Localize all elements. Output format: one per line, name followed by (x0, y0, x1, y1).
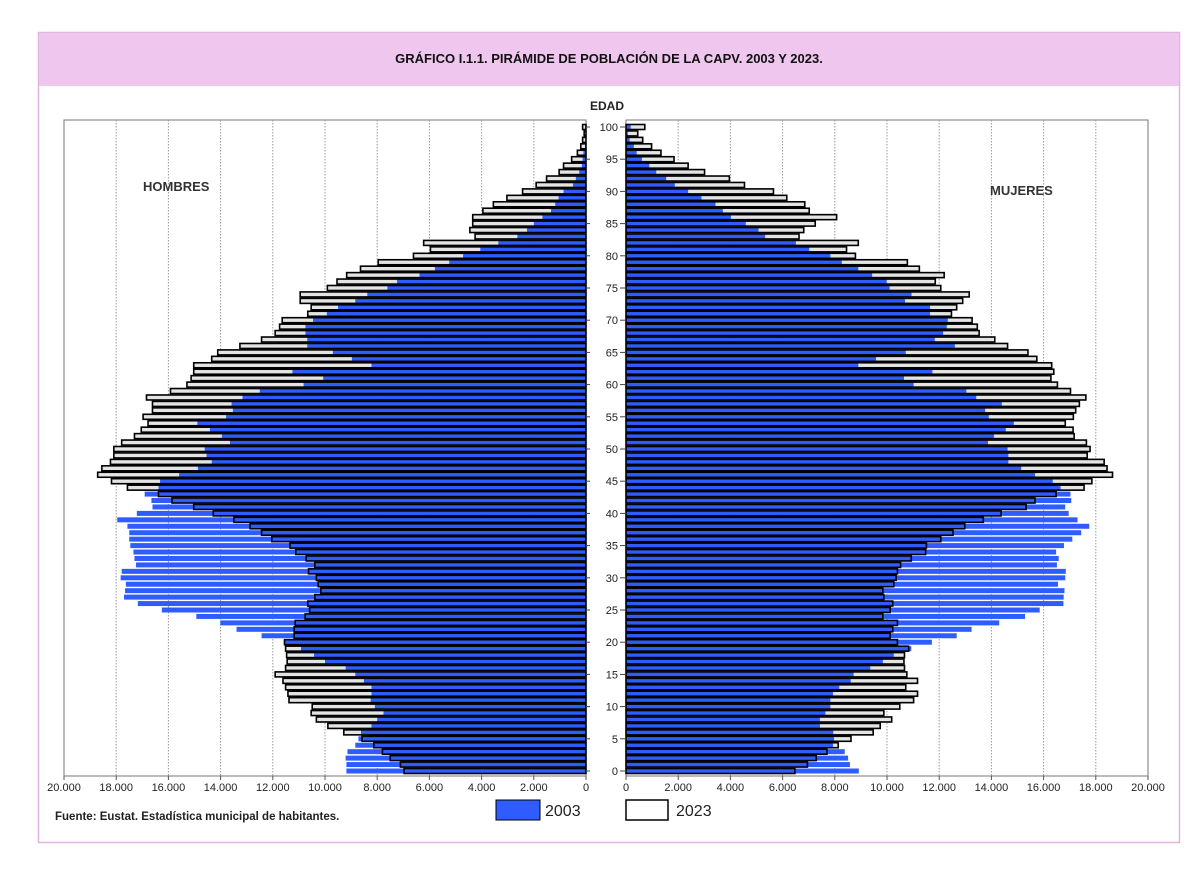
x-tick-label-left: 8.000 (363, 782, 391, 794)
age-tick-label: 25 (606, 605, 618, 617)
women-label: MUJERES (990, 183, 1053, 198)
x-tick-label-left: 0 (583, 782, 589, 794)
age-tick-label: 70 (606, 315, 618, 327)
x-tick-label-right: 18.000 (1079, 782, 1113, 794)
x-tick-label-right: 10.000 (870, 782, 904, 794)
age-tick-label: 35 (606, 541, 618, 553)
x-tick-label-left: 18.000 (99, 782, 133, 794)
x-tick-label-right: 4.000 (717, 782, 745, 794)
legend-label-2003: 2003 (545, 803, 581, 820)
age-tick-label: 75 (606, 283, 618, 295)
x-tick-label-left: 14.000 (204, 782, 238, 794)
x-tick-label-left: 2.000 (520, 782, 548, 794)
x-tick-label-left: 12.000 (256, 782, 290, 794)
age-tick-label: 30 (606, 573, 618, 585)
age-tick-label: 50 (606, 444, 618, 456)
source-note: Fuente: Eustat. Estadística municipal de… (55, 811, 339, 823)
x-tick-label-right: 16.000 (1027, 782, 1061, 794)
age-tick-label: 95 (606, 154, 618, 166)
chart-title: GRÁFICO I.1.1. PIRÁMIDE DE POBLACIÓN DE … (395, 51, 823, 66)
x-tick-label-left: 4.000 (468, 782, 496, 794)
x-tick-label-right: 8.000 (821, 782, 849, 794)
men-label: HOMBRES (143, 179, 210, 194)
age-tick-label: 5 (612, 734, 618, 746)
age-tick-label: 15 (606, 669, 618, 681)
x-tick-label-right: 14.000 (975, 782, 1009, 794)
age-tick-label: 90 (606, 186, 618, 198)
age-tick-label: 85 (606, 219, 618, 231)
age-tick-label: 40 (606, 508, 618, 520)
age-tick-label: 80 (606, 251, 618, 263)
men-panel (64, 120, 586, 776)
x-tick-label-right: 0 (623, 782, 629, 794)
age-tick-label: 20 (606, 637, 618, 649)
y-axis-label: EDAD (590, 99, 624, 113)
x-tick-label-left: 16.000 (152, 782, 186, 794)
x-tick-label-left: 20.000 (47, 782, 81, 794)
x-tick-label-left: 6.000 (416, 782, 444, 794)
age-tick-label: 55 (606, 412, 618, 424)
x-tick-label-left: 10.000 (308, 782, 342, 794)
age-tick-label: 45 (606, 476, 618, 488)
legend-swatch-2023 (626, 800, 668, 820)
women-panel (626, 120, 1148, 776)
age-tick-label: 0 (612, 766, 618, 778)
age-tick-label: 10 (606, 702, 618, 714)
age-tick-label: 60 (606, 380, 618, 392)
age-tick-label: 100 (600, 122, 618, 134)
x-tick-label-right: 20.000 (1131, 782, 1165, 794)
x-tick-label-right: 6.000 (769, 782, 797, 794)
legend-label-2023: 2023 (676, 803, 712, 820)
age-tick-label: 65 (606, 347, 618, 359)
x-tick-label-right: 2.000 (664, 782, 692, 794)
x-tick-label-right: 12.000 (922, 782, 956, 794)
legend-swatch-2003 (496, 800, 540, 820)
